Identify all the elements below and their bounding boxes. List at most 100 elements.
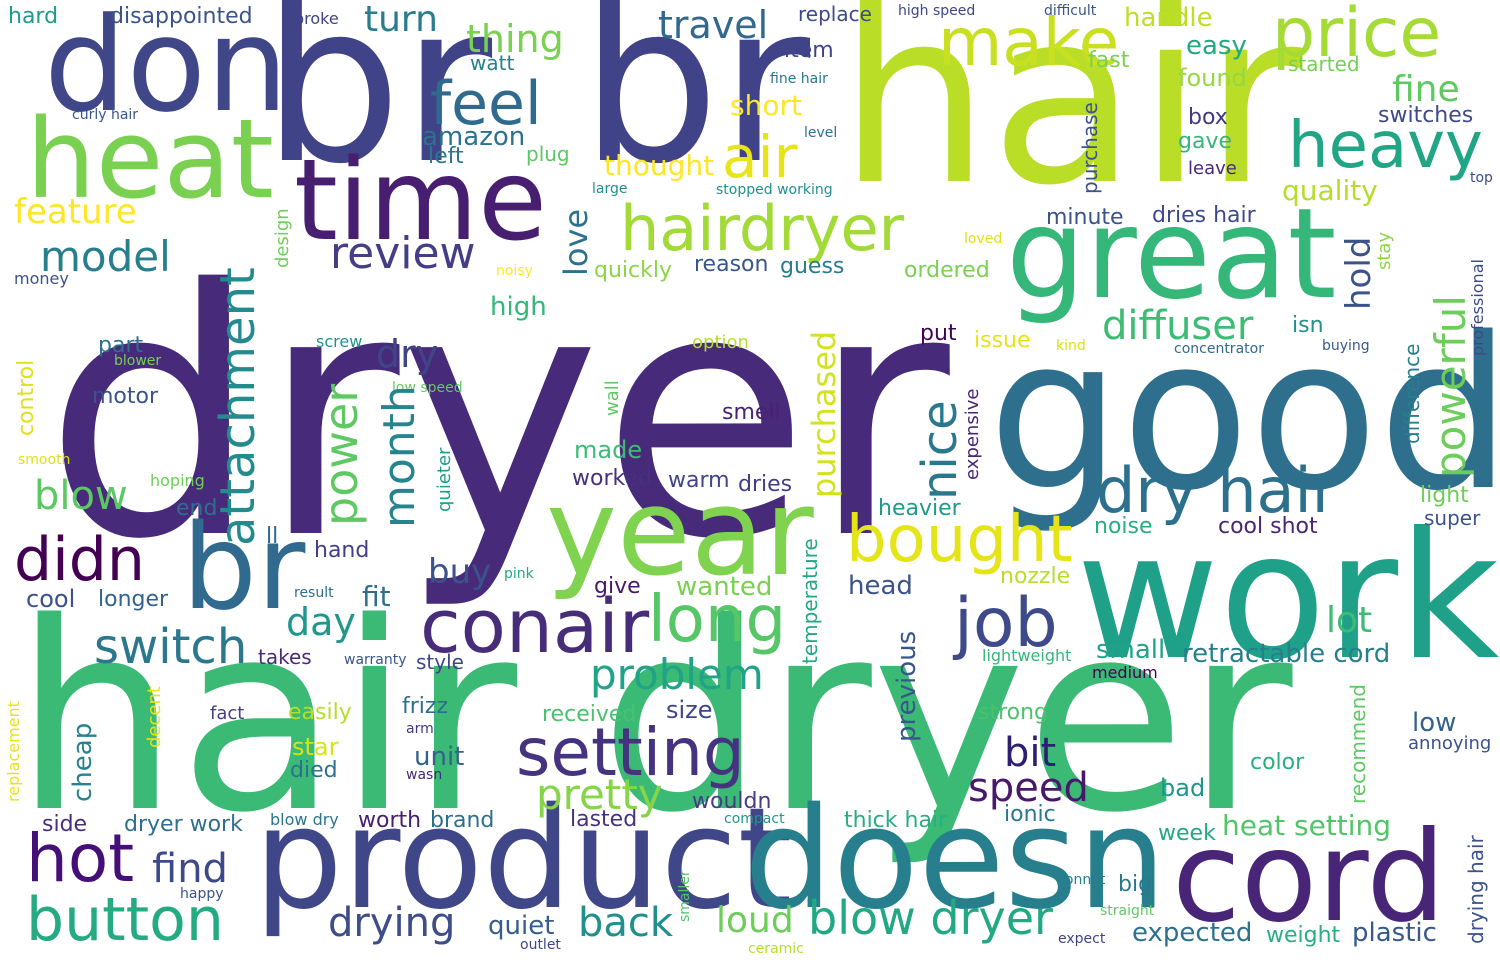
word-concentrator: concentrator: [1174, 341, 1264, 357]
word-switch: switch: [94, 619, 248, 675]
word-previous: previous: [892, 630, 922, 742]
word-short: short: [730, 89, 802, 122]
word-dry: dry: [376, 332, 439, 376]
word-feature: feature: [14, 192, 137, 232]
word-retractable-cord: retractable cord: [1182, 639, 1391, 669]
word-warranty: warranty: [344, 652, 407, 668]
word-size: size: [666, 696, 713, 724]
word-ceramic: ceramic: [748, 941, 804, 957]
word-money: money: [14, 269, 69, 288]
word-hold: hold: [1339, 236, 1379, 310]
word-problem: problem: [590, 650, 764, 699]
word-purchase: purchase: [1078, 102, 1102, 194]
word-head: head: [848, 571, 913, 601]
word-compact: compact: [724, 811, 785, 827]
word-lasted: lasted: [570, 807, 638, 832]
word-annoying: annoying: [1408, 733, 1492, 754]
word-design: design: [272, 208, 293, 268]
word-cord: cord: [1172, 805, 1446, 950]
word-leave: leave: [1188, 158, 1237, 179]
word-top: top: [1470, 170, 1493, 186]
word-big: big: [1118, 872, 1153, 897]
word-loud: loud: [716, 900, 794, 941]
word-fit: fit: [362, 580, 391, 613]
word-recommend: recommend: [1346, 684, 1370, 804]
word-hard: hard: [8, 4, 59, 29]
word-good: good: [988, 292, 1500, 537]
word-wanted: wanted: [676, 572, 773, 602]
word-stay: stay: [1374, 231, 1395, 270]
word-smell: smell: [722, 400, 781, 425]
word-dryer-work: dryer work: [124, 812, 243, 837]
word-hot: hot: [26, 820, 135, 897]
word-loved: loved: [964, 231, 1003, 247]
word-cool: cool: [26, 585, 76, 613]
word-put: put: [920, 321, 957, 346]
word-diffuser: diffuser: [1102, 303, 1254, 349]
word-straight: straight: [1100, 903, 1155, 919]
word-temperature: temperature: [798, 538, 822, 664]
word-easy: easy: [1186, 31, 1247, 61]
word-isn: isn: [1292, 313, 1324, 338]
word-guess: guess: [780, 254, 845, 279]
word-blow-dry: blow dry: [270, 810, 339, 829]
word-review: review: [330, 228, 476, 279]
word-hair: hair: [838, 0, 1303, 238]
word-high: high: [490, 292, 547, 322]
word-heat: heat: [26, 95, 274, 223]
word-smaller: smaller: [677, 870, 693, 922]
word-bonnet: bonnet: [1056, 872, 1106, 888]
word-buying: buying: [1322, 338, 1370, 354]
word-hand: hand: [314, 538, 370, 563]
word-lot: lot: [1326, 600, 1373, 641]
word-model: model: [40, 232, 171, 281]
word-quality: quality: [1282, 174, 1378, 207]
word-unit: unit: [414, 742, 465, 772]
word-drying: drying: [328, 900, 456, 946]
word-worth: worth: [358, 808, 422, 833]
word-love: love: [557, 208, 595, 276]
word-happy: happy: [180, 886, 224, 902]
word-find: find: [152, 846, 228, 892]
word-end: end: [176, 496, 218, 521]
word-attachment: attachment: [210, 267, 266, 546]
word-expected: expected: [1132, 918, 1253, 948]
word-stopped-working: stopped working: [716, 182, 833, 198]
word-great: great: [1006, 182, 1337, 327]
word-bought: bought: [846, 503, 1073, 577]
word-pink: pink: [504, 566, 534, 582]
word-dryer: dryer: [44, 218, 950, 614]
word-wouldn: wouldn: [692, 789, 772, 814]
word-hair-dryer: hair dryer: [14, 568, 1293, 870]
word-heavier: heavier: [878, 496, 961, 521]
word-strong: strong: [978, 700, 1049, 725]
word-large: large: [592, 181, 628, 197]
word-option: option: [692, 332, 749, 353]
word-blow-dryer: blow dryer: [808, 891, 1053, 945]
word-give: give: [594, 574, 641, 599]
word-thing: thing: [466, 17, 564, 61]
word-frizz: frizz: [402, 694, 448, 719]
word-ordered: ordered: [904, 258, 990, 283]
word-br: br: [580, 0, 811, 212]
word-screw: screw: [316, 332, 363, 351]
word-quieter: quieter: [434, 447, 455, 512]
word-reason: reason: [694, 252, 769, 277]
word-ll: ll: [266, 524, 279, 549]
word-didn: didn: [14, 525, 145, 595]
word-professional: professional: [1468, 259, 1487, 356]
word-fine: fine: [1392, 69, 1460, 110]
word-switches: switches: [1378, 103, 1474, 128]
word-speed: speed: [968, 765, 1089, 811]
word-side: side: [42, 812, 88, 837]
word-thick-hair: thick hair: [844, 808, 948, 833]
word-job: job: [954, 584, 1058, 663]
word-button: button: [26, 885, 224, 955]
word-purchased: purchased: [805, 330, 843, 498]
word-weight: weight: [1266, 923, 1341, 948]
word-gave: gave: [1178, 129, 1233, 154]
word-year: year: [546, 464, 814, 603]
word-expensive: expensive: [962, 388, 983, 480]
word-lightweight: lightweight: [982, 646, 1072, 665]
